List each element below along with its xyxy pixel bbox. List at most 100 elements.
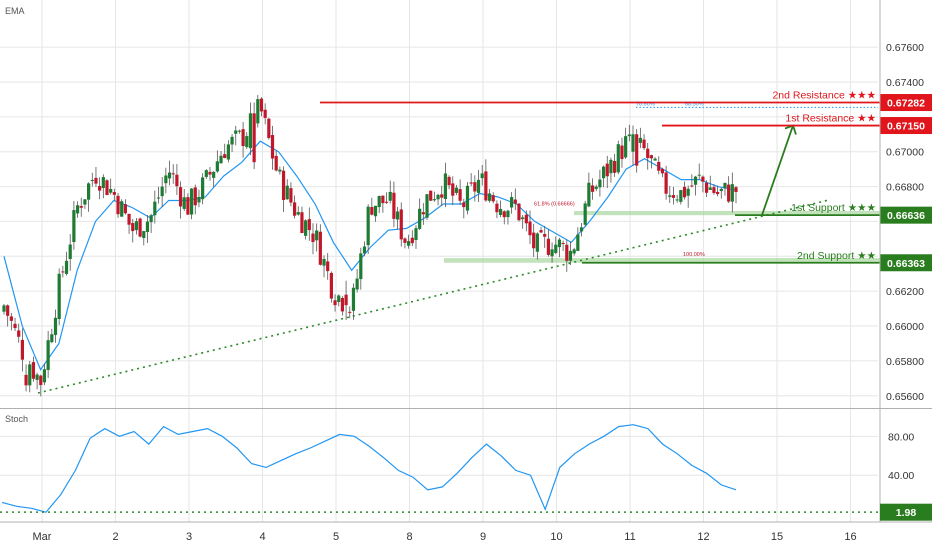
- candle-body: [568, 250, 573, 261]
- support-zone-1: [574, 210, 880, 216]
- candle-body: [613, 160, 617, 173]
- candle-body: [473, 182, 477, 192]
- candle-body: [208, 171, 212, 175]
- candle-body: [348, 311, 352, 313]
- price-tick-label: 0.67000: [886, 147, 924, 159]
- candle-body: [189, 188, 194, 215]
- candle-body: [344, 294, 348, 306]
- candle-body: [579, 227, 584, 232]
- candle-body: [521, 217, 525, 220]
- candle-body: [671, 195, 676, 198]
- candle-body: [668, 195, 672, 197]
- level-label: 1st Resistance ★★: [785, 113, 876, 125]
- candle-body: [322, 258, 326, 266]
- stoch-value-badge: [880, 503, 932, 521]
- candle-body: [226, 144, 230, 160]
- candle-body: [638, 137, 642, 143]
- candle-body: [160, 186, 164, 197]
- candle-body: [414, 228, 418, 241]
- time-tick-label: 4: [259, 531, 265, 543]
- candle-body: [682, 186, 687, 198]
- candle-body: [101, 177, 105, 189]
- candle-body: [576, 234, 580, 251]
- candle-body: [546, 238, 551, 255]
- candle-body: [35, 374, 39, 380]
- time-tick-label: Mar: [33, 531, 52, 543]
- candle-body: [664, 172, 668, 194]
- candle-body: [186, 197, 190, 215]
- price-tick-label: 0.67600: [886, 42, 924, 54]
- candle-body: [270, 135, 275, 159]
- candle-body: [326, 261, 330, 272]
- candle-body: [716, 191, 720, 195]
- candle-body: [605, 163, 609, 177]
- candle-body: [392, 192, 396, 219]
- candle-body: [351, 287, 356, 311]
- candle-body: [164, 175, 168, 184]
- candle-body: [318, 231, 322, 265]
- candle-body: [6, 305, 10, 316]
- candle-body: [79, 206, 83, 208]
- candle-body: [712, 187, 716, 193]
- candle-body: [289, 188, 293, 203]
- candle-body: [278, 169, 282, 172]
- candle-body: [28, 364, 32, 386]
- candle-body: [679, 190, 683, 202]
- candle-body: [517, 203, 521, 221]
- candle-body: [237, 130, 242, 132]
- candle-body: [734, 187, 738, 193]
- candle-body: [61, 271, 65, 273]
- candle-body: [469, 182, 473, 184]
- price-tick-label: 0.66000: [886, 321, 924, 333]
- candle-body: [704, 182, 709, 193]
- candle-body: [565, 244, 569, 261]
- candle-body: [204, 170, 208, 177]
- time-tick-label: 16: [844, 531, 856, 543]
- candle-body: [697, 174, 701, 176]
- candle-body: [454, 187, 459, 193]
- candle-body: [451, 183, 455, 196]
- candle-body: [462, 202, 466, 208]
- level-price-value: 0.67150: [887, 121, 925, 133]
- stoch-value: 1.98: [896, 507, 917, 519]
- candle-body: [138, 218, 142, 237]
- candle-body: [315, 230, 319, 241]
- candle-body: [50, 334, 54, 343]
- candle-body: [197, 196, 201, 203]
- candle-body: [2, 305, 6, 312]
- candle-body: [550, 249, 554, 257]
- candle-body: [112, 192, 116, 195]
- candle-body: [362, 246, 367, 254]
- fib-label: 68.50%: [685, 101, 704, 107]
- candle-body: [127, 213, 131, 225]
- candle-body: [510, 197, 514, 208]
- candle-body: [134, 221, 139, 231]
- candle-body: [285, 185, 289, 200]
- candle-body: [57, 273, 61, 320]
- candle-body: [495, 203, 499, 213]
- candle-body: [219, 155, 223, 164]
- candle-body: [307, 219, 311, 231]
- candle-body: [407, 241, 411, 246]
- candle-body: [9, 316, 13, 321]
- stoch-indicator-label: Stoch: [5, 414, 29, 424]
- time-tick-label: 9: [480, 531, 486, 543]
- candle-body: [660, 168, 665, 174]
- candle-body: [296, 212, 300, 215]
- candle-body: [370, 207, 374, 215]
- candle-body: [701, 176, 705, 182]
- candle-body: [145, 221, 150, 232]
- candle-body: [609, 159, 613, 174]
- candle-body: [590, 185, 595, 192]
- candle-body: [311, 233, 315, 243]
- candle-body: [594, 186, 598, 189]
- candle-body: [686, 188, 690, 196]
- candle-body: [355, 278, 359, 290]
- candle-body: [340, 297, 345, 312]
- time-tick-label: 3: [186, 531, 192, 543]
- support-zones: [444, 210, 880, 263]
- candle-body: [256, 99, 260, 124]
- candle-body: [373, 205, 378, 217]
- time-tick-label: 10: [550, 531, 562, 543]
